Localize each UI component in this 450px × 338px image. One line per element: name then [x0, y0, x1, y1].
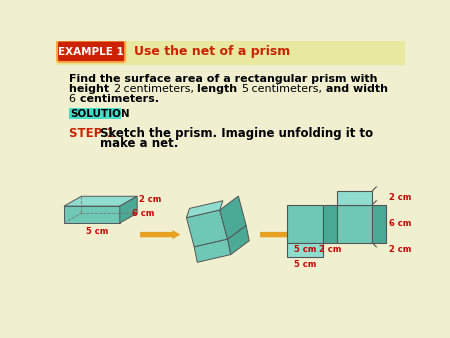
Polygon shape	[64, 206, 120, 223]
Text: centimeters,: centimeters,	[120, 84, 197, 94]
FancyArrow shape	[140, 230, 180, 239]
Text: make a net.: make a net.	[99, 137, 178, 150]
Text: 5: 5	[241, 84, 248, 94]
Polygon shape	[220, 196, 246, 239]
Text: 6 cm: 6 cm	[389, 219, 411, 228]
Bar	[69, 108, 122, 119]
Polygon shape	[228, 225, 249, 255]
FancyBboxPatch shape	[57, 41, 125, 62]
Text: SOLUTION: SOLUTION	[70, 109, 130, 119]
Text: length: length	[197, 84, 241, 94]
Bar	[287, 243, 323, 257]
FancyArrow shape	[260, 230, 295, 239]
Text: STEP 1: STEP 1	[69, 127, 114, 140]
Text: Sketch the prism. Imagine unfolding it to: Sketch the prism. Imagine unfolding it t…	[99, 127, 373, 140]
Bar	[373, 204, 387, 243]
Polygon shape	[186, 201, 223, 218]
Bar	[287, 204, 323, 243]
Polygon shape	[186, 210, 228, 247]
Polygon shape	[64, 196, 137, 206]
Text: height: height	[69, 84, 112, 94]
Text: 5 cm: 5 cm	[294, 245, 316, 255]
Bar	[56, 41, 405, 64]
Bar	[337, 204, 373, 243]
Text: Find the surface area of a rectangular prism with: Find the surface area of a rectangular p…	[69, 74, 377, 84]
Text: 2 cm: 2 cm	[139, 195, 161, 204]
Bar	[337, 191, 373, 204]
Text: Use the net of a prism: Use the net of a prism	[134, 45, 290, 58]
Text: 2 cm: 2 cm	[389, 245, 411, 255]
Text: 5 cm: 5 cm	[86, 227, 108, 236]
Text: 2 cm: 2 cm	[319, 245, 341, 255]
Text: 5 cm: 5 cm	[294, 260, 316, 269]
Text: centimeters,: centimeters,	[248, 84, 322, 94]
Polygon shape	[194, 239, 230, 262]
Text: 6: 6	[69, 94, 76, 104]
Polygon shape	[120, 196, 137, 223]
Bar	[323, 204, 337, 243]
Text: 2: 2	[112, 84, 120, 94]
Text: 2 cm: 2 cm	[389, 193, 411, 202]
Text: centimeters.: centimeters.	[76, 94, 159, 104]
Text: and width: and width	[322, 84, 388, 94]
Text: EXAMPLE 1: EXAMPLE 1	[58, 47, 124, 57]
Text: 6 cm: 6 cm	[131, 209, 154, 218]
